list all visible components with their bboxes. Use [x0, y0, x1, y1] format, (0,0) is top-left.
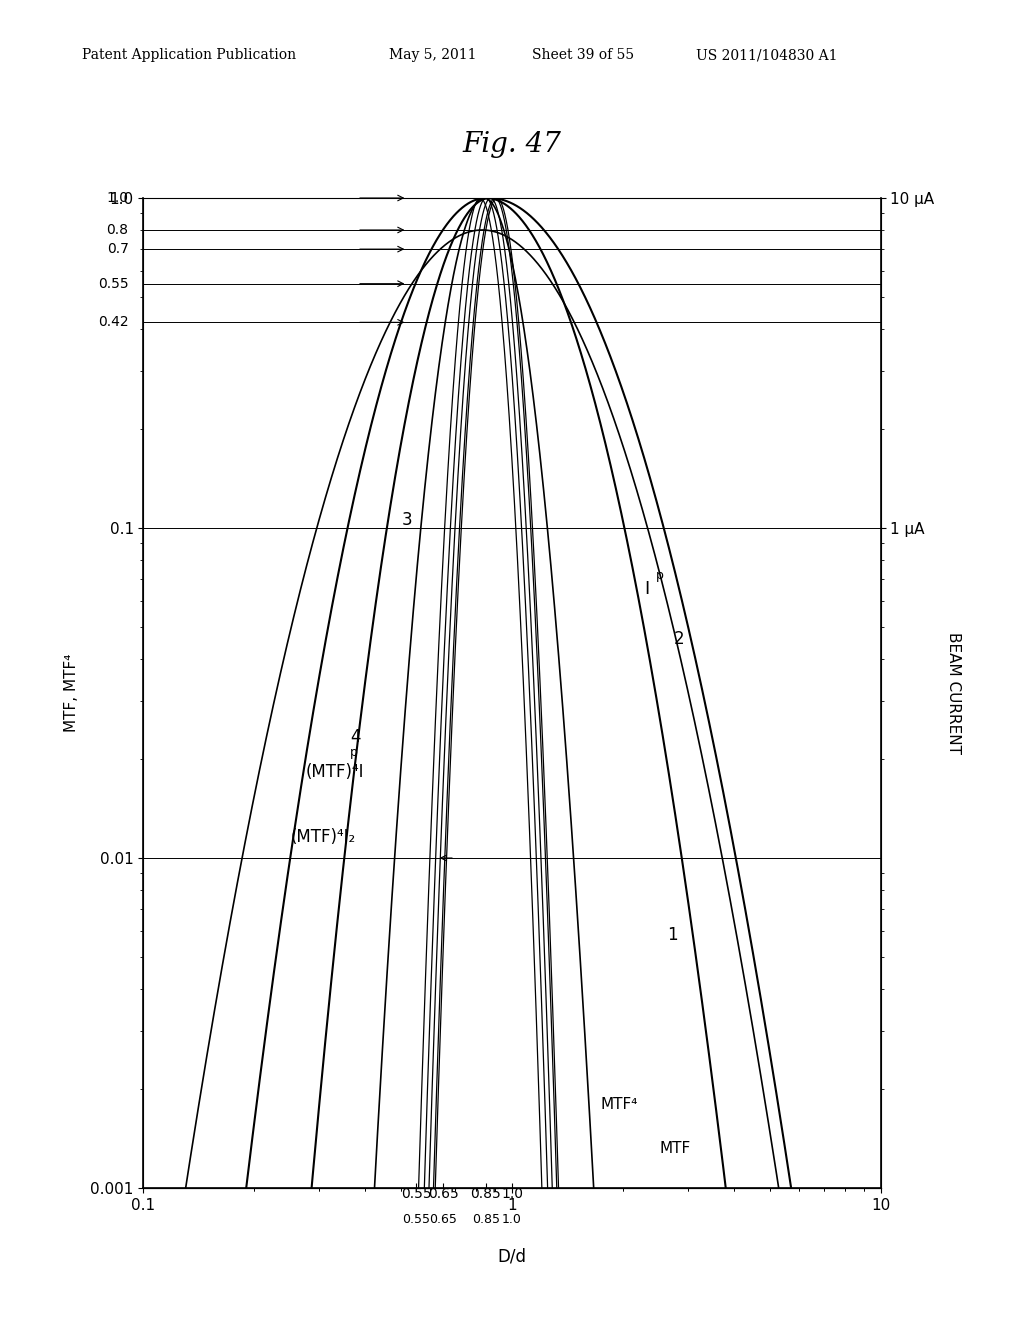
Text: Fig. 47: Fig. 47 [463, 131, 561, 158]
Text: 0.65: 0.65 [428, 1188, 459, 1201]
Text: I: I [645, 579, 650, 598]
Text: 0.55: 0.55 [401, 1188, 431, 1201]
X-axis label: D/d: D/d [498, 1247, 526, 1266]
Text: MTF: MTF [659, 1142, 691, 1156]
Text: 0.85: 0.85 [471, 1188, 502, 1201]
Text: Patent Application Publication: Patent Application Publication [82, 49, 296, 62]
Text: 3: 3 [401, 511, 412, 529]
Text: 0.8: 0.8 [106, 223, 129, 238]
Text: 0.7: 0.7 [106, 242, 129, 256]
Text: Sheet 39 of 55: Sheet 39 of 55 [532, 49, 635, 62]
Text: 1.0: 1.0 [501, 1188, 523, 1201]
Y-axis label: MTF, MTF⁴: MTF, MTF⁴ [65, 653, 79, 733]
Text: p: p [350, 746, 357, 759]
Text: 0.42: 0.42 [98, 315, 129, 329]
Text: 4: 4 [350, 729, 360, 747]
Text: 1: 1 [667, 927, 678, 945]
Text: 0.55: 0.55 [98, 277, 129, 290]
Text: 1.0: 1.0 [106, 191, 129, 205]
Text: (MTF)⁴I: (MTF)⁴I [305, 763, 365, 781]
Text: (MTF)⁴I₂: (MTF)⁴I₂ [291, 828, 356, 846]
Text: May 5, 2011: May 5, 2011 [389, 49, 476, 62]
Text: US 2011/104830 A1: US 2011/104830 A1 [696, 49, 838, 62]
Text: 2: 2 [674, 630, 685, 648]
Text: MTF⁴: MTF⁴ [600, 1097, 638, 1111]
Y-axis label: BEAM CURRENT: BEAM CURRENT [945, 632, 961, 754]
Text: p: p [655, 569, 664, 582]
